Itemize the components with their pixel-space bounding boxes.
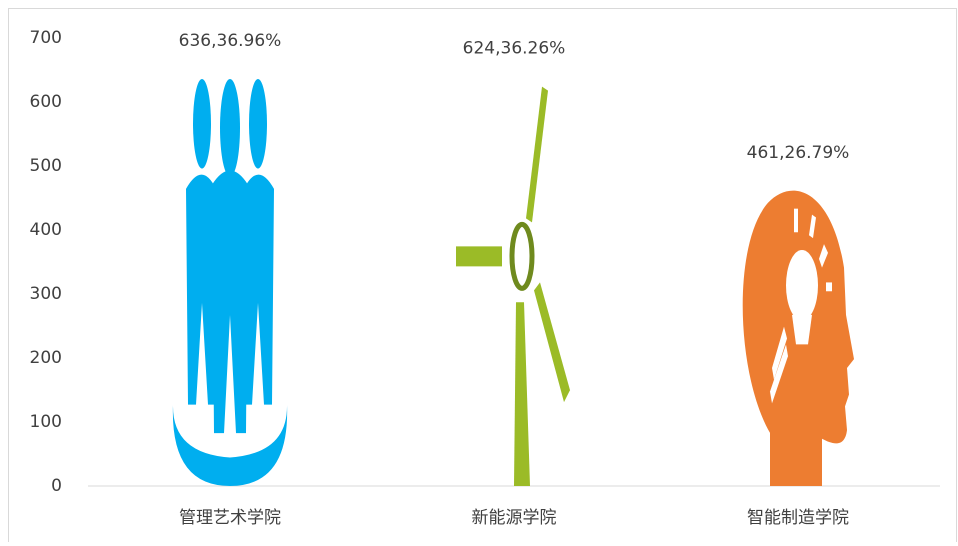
- ray: [794, 208, 798, 233]
- y-tick-label: 100: [30, 412, 62, 432]
- base: [172, 404, 288, 487]
- ray: [819, 244, 828, 268]
- stripe: [772, 326, 787, 380]
- ray: [809, 214, 816, 239]
- x-tick-label: 管理艺术学院: [179, 508, 281, 528]
- data-label: 636,36.96%: [179, 31, 282, 51]
- bulb-base: [792, 314, 812, 345]
- tower: [514, 302, 530, 486]
- blade: [526, 86, 548, 223]
- y-tick-label: 300: [30, 284, 62, 304]
- hub: [512, 224, 532, 288]
- x-tick-label: 新能源学院: [472, 508, 557, 528]
- pictogram: [456, 86, 570, 486]
- pictogram: [172, 78, 288, 487]
- ray: [826, 282, 832, 292]
- data-label: 461,26.79%: [747, 143, 850, 163]
- bulb: [786, 249, 818, 321]
- y-tick-label: 0: [51, 476, 62, 496]
- head: [220, 78, 240, 177]
- stripe: [770, 344, 788, 404]
- head: [193, 78, 211, 169]
- y-tick-label: 500: [30, 156, 62, 176]
- body: [186, 174, 216, 405]
- data-label: 624,36.26%: [463, 39, 566, 59]
- body: [244, 174, 274, 405]
- y-tick-label: 600: [30, 92, 62, 112]
- y-tick-label: 400: [30, 220, 62, 240]
- body: [212, 170, 248, 434]
- x-tick-label: 智能制造学院: [747, 508, 849, 528]
- head: [249, 78, 267, 169]
- chart-border: [8, 8, 957, 546]
- y-tick-label: 200: [30, 348, 62, 368]
- pictogram: [742, 190, 854, 487]
- y-tick-label: 700: [30, 28, 62, 48]
- blade: [534, 282, 570, 403]
- blade: [456, 246, 502, 267]
